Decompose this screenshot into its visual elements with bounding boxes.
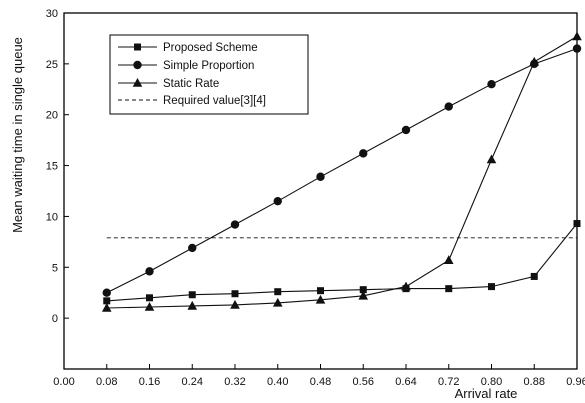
y-tick-label: 15 xyxy=(46,161,58,173)
data-point xyxy=(188,243,197,253)
legend-entry: Static Rate xyxy=(118,78,219,90)
series-static-rate xyxy=(101,31,582,312)
legend-entry: Simple Proportion xyxy=(118,60,254,72)
data-point xyxy=(187,300,198,310)
data-point xyxy=(145,267,154,276)
legend-label: Simple Proportion xyxy=(163,60,254,72)
x-tick-label: 0.16 xyxy=(139,376,160,388)
data-point xyxy=(488,283,495,291)
y-tick-label: 20 xyxy=(46,110,58,122)
data-point xyxy=(359,286,367,294)
series-simple-proportion xyxy=(102,44,582,297)
data-point xyxy=(101,302,112,312)
data-point xyxy=(315,294,326,304)
data-point xyxy=(230,299,240,309)
data-point xyxy=(358,290,369,300)
x-tick-label: 0.88 xyxy=(524,376,545,388)
data-point xyxy=(445,285,453,293)
legend-box xyxy=(109,34,309,115)
x-tick-label: 0.80 xyxy=(481,376,502,388)
data-point xyxy=(401,281,411,291)
data-point xyxy=(443,255,454,264)
x-tick-label: 0.96 xyxy=(566,376,585,388)
y-tick-label: 30 xyxy=(46,8,58,20)
y-tick-label: 0 xyxy=(52,313,58,325)
series-line xyxy=(106,35,578,309)
data-point xyxy=(316,172,325,181)
data-point xyxy=(102,288,111,297)
legend-marker xyxy=(134,43,141,51)
legend-marker xyxy=(133,60,142,70)
x-tick-label: 0.00 xyxy=(53,376,74,388)
data-point xyxy=(530,272,538,280)
x-tick-label: 0.72 xyxy=(438,376,459,388)
y-axis-ticks: 0 5 10 15 20 25 30 xyxy=(46,8,69,325)
data-point xyxy=(529,56,540,66)
series-line xyxy=(106,223,578,302)
data-point xyxy=(401,125,411,135)
data-point xyxy=(144,301,155,311)
data-point xyxy=(273,196,282,206)
data-point xyxy=(188,291,196,299)
data-point xyxy=(359,149,368,158)
x-tick-label: 0.40 xyxy=(267,376,288,388)
data-point xyxy=(486,154,497,164)
series-line xyxy=(106,48,578,294)
data-point xyxy=(230,220,240,229)
legend-entry: Proposed Scheme xyxy=(118,42,258,54)
x-tick-label: 0.48 xyxy=(310,376,331,388)
legend: Proposed Scheme Simple Proportion Static R… xyxy=(109,34,309,115)
x-axis-ticks: 0.00 0.08 0.16 0.24 0.32 0.40 0.48 0.56 0.64 0.72… xyxy=(53,364,585,388)
y-tick-label: 10 xyxy=(46,211,58,223)
data-point xyxy=(274,288,282,296)
legend-label: Required value[3][4] xyxy=(163,95,266,107)
legend-entry: Required value[3][4] xyxy=(118,95,266,107)
data-point xyxy=(572,31,582,41)
x-axis-title: Arrival rate xyxy=(455,386,518,401)
y-axis-title: Mean waiting time in single queue xyxy=(10,37,25,233)
data-point xyxy=(103,297,111,305)
legend-label: Static Rate xyxy=(163,78,219,90)
x-tick-label: 0.64 xyxy=(395,376,416,388)
legend-label: Proposed Scheme xyxy=(163,42,258,54)
x-tick-label: 0.24 xyxy=(182,376,203,388)
series-layer xyxy=(101,31,582,312)
data-point xyxy=(572,44,582,53)
x-tick-label: 0.56 xyxy=(353,376,374,388)
data-point xyxy=(317,287,324,295)
y-tick-label: 5 xyxy=(52,262,58,274)
y-tick-label: 25 xyxy=(46,59,58,71)
data-point xyxy=(444,102,453,111)
data-point xyxy=(231,290,239,298)
data-point xyxy=(487,80,496,89)
x-tick-label: 0.08 xyxy=(96,376,117,388)
x-tick-label: 0.32 xyxy=(224,376,245,388)
legend-marker xyxy=(132,78,143,87)
data-point xyxy=(146,294,153,302)
series-proposed-scheme xyxy=(103,220,581,305)
data-point xyxy=(272,297,283,307)
data-point xyxy=(573,220,581,228)
